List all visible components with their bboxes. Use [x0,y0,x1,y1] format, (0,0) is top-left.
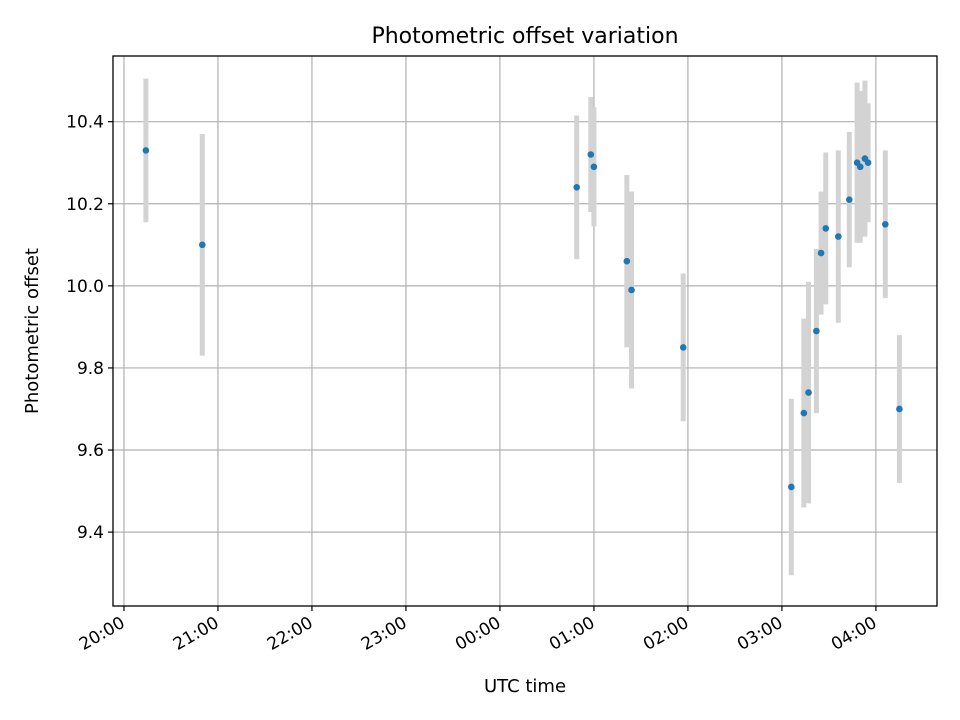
data-point [845,196,853,203]
y-tick-label: 9.8 [77,359,104,379]
data-point [679,344,687,351]
x-axis-title: UTC time [484,676,566,697]
data-point [896,405,903,413]
data-point [822,225,830,232]
data-point [623,257,631,265]
data-point [800,409,808,417]
chart-title: Photometric offset variation [371,24,678,49]
y-tick-label: 9.4 [77,523,104,543]
data-point [817,249,825,257]
data-point [590,163,598,171]
data-point [864,159,872,167]
grid-layer [113,56,937,606]
data-point [198,241,206,249]
y-tick-label: 10.4 [66,113,104,133]
y-axis-ticks: 9.4 9.6 9.8 10.0 10.2 10.4 [66,113,113,543]
data-point [142,147,150,154]
y-tick-label: 9.6 [77,441,104,461]
data-point [856,163,864,171]
data-point [813,327,820,335]
data-point [835,233,842,240]
marker-layer [142,147,903,491]
plot-frame [112,55,938,607]
y-tick-label: 10.0 [66,277,104,297]
data-point [587,151,595,158]
data-point [788,483,795,491]
data-point [573,184,580,191]
data-point [882,220,889,228]
y-tick-label: 10.2 [66,195,104,215]
data-point [805,389,812,396]
y-axis-title: Photometric offset [22,248,43,414]
data-point [628,286,635,294]
